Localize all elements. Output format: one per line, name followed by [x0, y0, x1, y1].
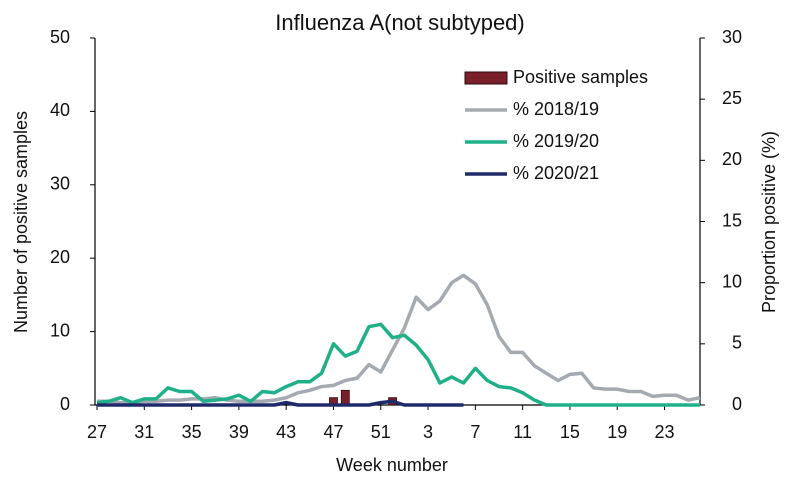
y2-axis-label: Proportion positive (%)	[759, 131, 779, 313]
y2-tick-label: 5	[732, 333, 742, 353]
y-tick-label: 20	[50, 247, 70, 267]
x-tick-label: 51	[371, 422, 391, 442]
legend-label: % 2019/20	[513, 131, 599, 151]
line	[96, 322, 700, 407]
y2-tick-label: 30	[722, 27, 742, 47]
x-tick-label: 19	[607, 422, 627, 442]
legend-label: % 2020/21	[513, 163, 599, 183]
y2-tick-label: 10	[722, 271, 742, 291]
y2-tick-label: 0	[732, 394, 742, 414]
line	[97, 399, 464, 407]
legend-label: % 2018/19	[513, 99, 599, 119]
x-tick-label: 7	[470, 422, 480, 442]
x-tick-label: 3	[423, 422, 433, 442]
y2-tick-label: 25	[722, 88, 742, 108]
y2-tick-label: 15	[722, 210, 742, 230]
x-tick-label: 43	[276, 422, 296, 442]
bar	[340, 389, 350, 406]
y-tick-label: 40	[50, 100, 70, 120]
x-tick-label: 39	[229, 422, 249, 442]
line	[97, 273, 701, 405]
y2-tick-label: 20	[722, 149, 742, 169]
chart-title: Influenza A(not subtyped)	[275, 10, 525, 35]
x-tick-label: 23	[655, 422, 675, 442]
y-tick-label: 10	[50, 320, 70, 340]
legend-swatch	[464, 71, 508, 85]
x-tick-label: 15	[560, 422, 580, 442]
y-axis-label: Number of positive samples	[11, 111, 31, 333]
x-tick-label: 47	[323, 422, 343, 442]
x-axis-label: Week number	[336, 455, 448, 475]
y-tick-label: 30	[50, 174, 70, 194]
legend-label: Positive samples	[513, 67, 648, 87]
x-tick-label: 35	[182, 422, 202, 442]
y-tick-label: 50	[50, 27, 70, 47]
x-tick-label: 31	[134, 422, 154, 442]
y-tick-label: 0	[60, 394, 70, 414]
x-tick-label: 27	[87, 422, 107, 442]
x-tick-label: 11	[513, 422, 532, 442]
